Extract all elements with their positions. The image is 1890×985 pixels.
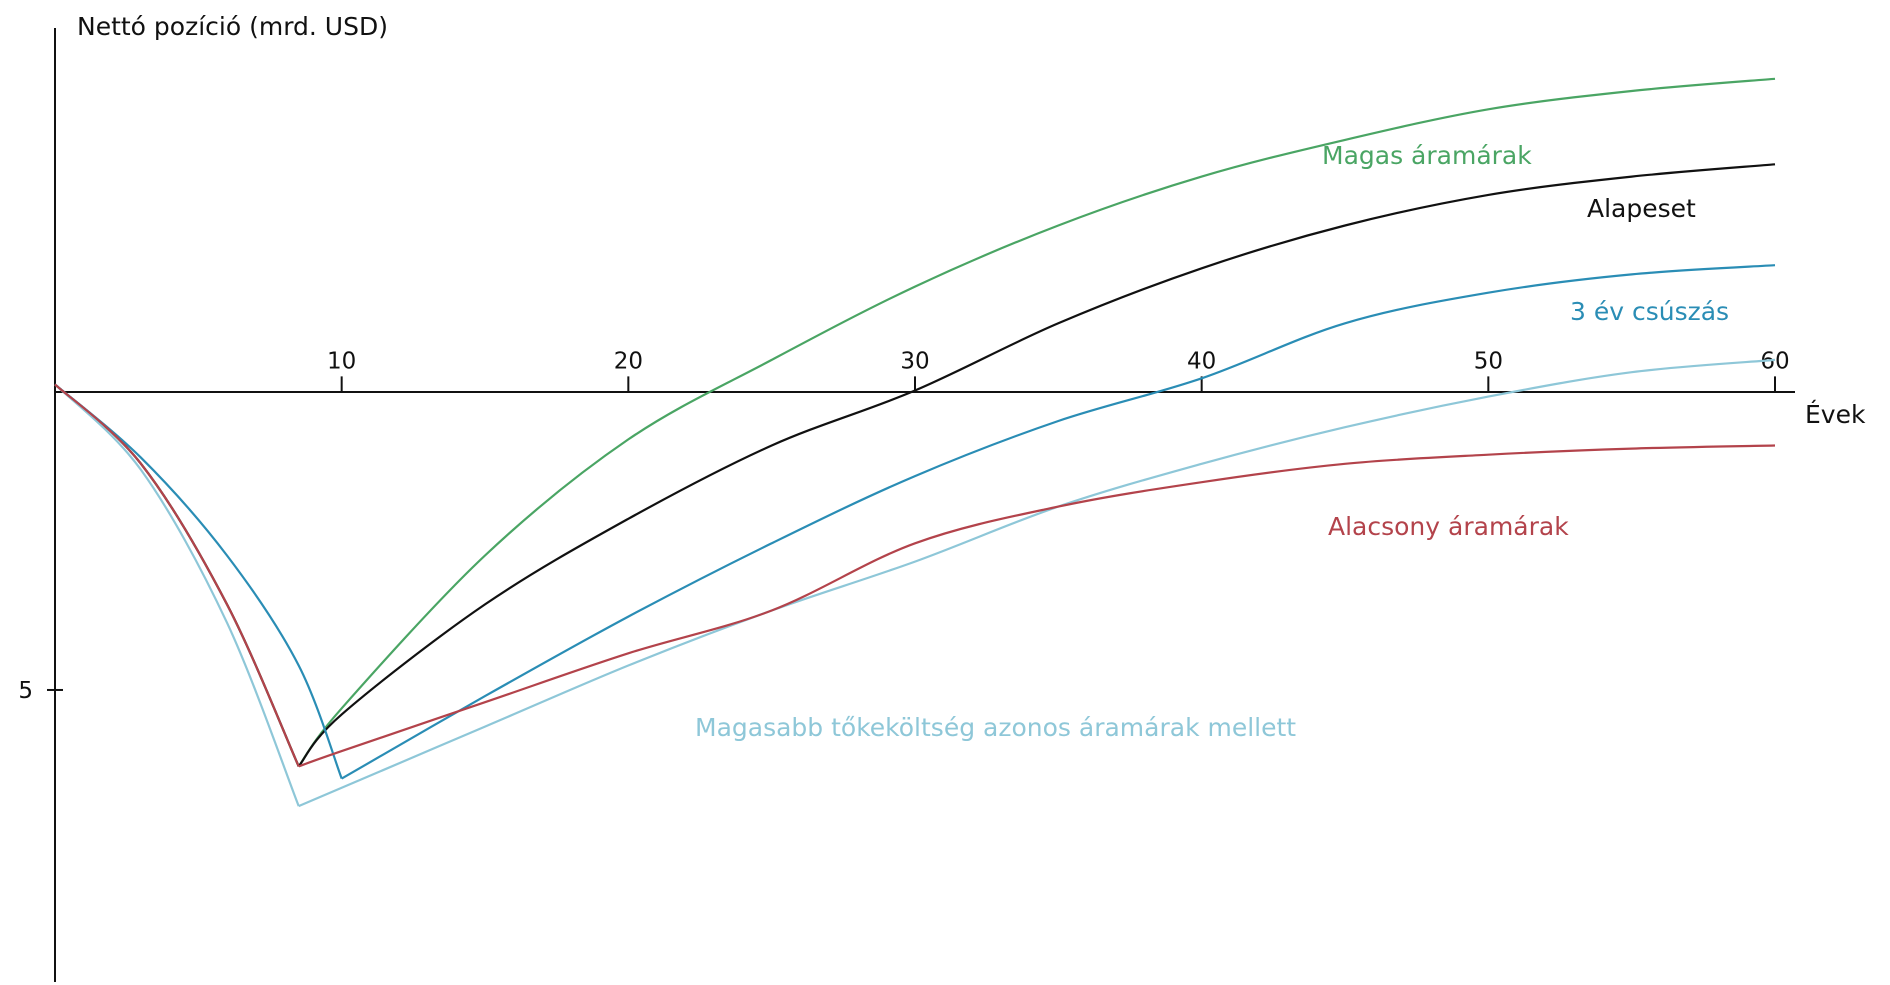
series-segment <box>54 383 300 807</box>
x-tick-label: 20 <box>614 348 643 374</box>
series-line-2 <box>54 264 1776 780</box>
y-axis-title: Nettó pozíció (mrd. USD) <box>77 12 388 41</box>
x-tick-label: 40 <box>1187 348 1216 374</box>
series-segment <box>297 163 1776 768</box>
series-label-csuszas: 3 év csúszás <box>1570 297 1729 326</box>
x-axis-title: Évek <box>1805 400 1866 429</box>
series-segment <box>298 358 1776 808</box>
x-tick-label: 30 <box>900 348 929 374</box>
series-label-magas: Magas áramárak <box>1322 141 1532 170</box>
series-segment <box>54 383 343 779</box>
series-segment <box>297 77 1776 768</box>
series-line-3 <box>54 358 1776 808</box>
series-line-4 <box>54 383 1776 768</box>
series-line-0 <box>54 77 1776 768</box>
series-segment <box>54 383 300 767</box>
series-segment <box>341 264 1776 780</box>
x-tick-label: 10 <box>327 348 356 374</box>
series-label-magasabb: Magasabb tőkeköltség azonos áramárak mel… <box>695 713 1296 742</box>
x-tick-label: 50 <box>1474 348 1503 374</box>
series-label-alacsony: Alacsony áramárak <box>1328 512 1569 541</box>
y-tick-label: 5 <box>18 678 33 704</box>
series-label-alapeset: Alapeset <box>1587 194 1696 223</box>
series-segment <box>298 444 1776 768</box>
series-line-1 <box>54 163 1776 768</box>
